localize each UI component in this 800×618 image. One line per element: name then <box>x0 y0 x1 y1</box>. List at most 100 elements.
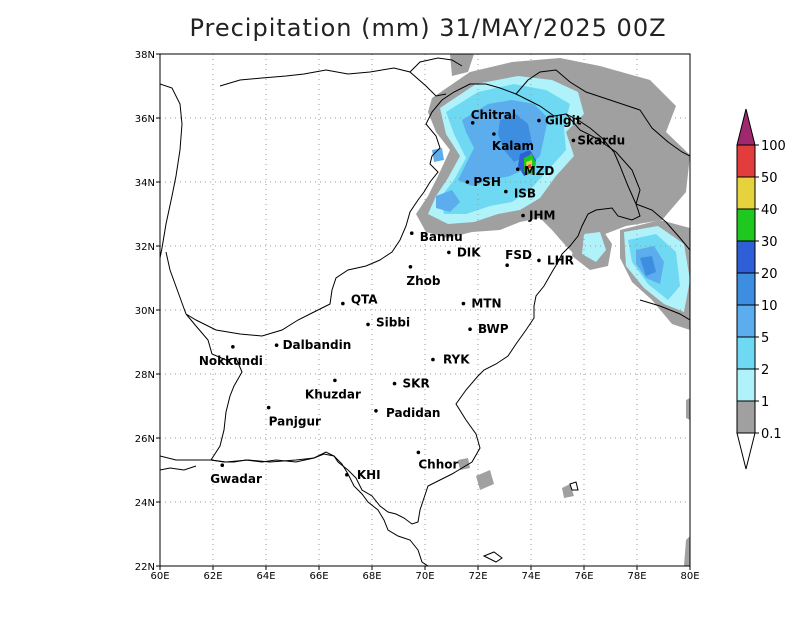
colorbar-segment <box>736 176 756 210</box>
lat-tick-label: 30N <box>135 306 155 317</box>
city-dot <box>537 258 541 263</box>
lon-tick-label: 72E <box>468 571 487 582</box>
city-dot <box>416 450 421 455</box>
lon-tick-label: 80E <box>680 571 699 582</box>
iran-afghan-border <box>165 251 187 315</box>
city-dot <box>571 138 576 143</box>
city-dot <box>333 378 337 383</box>
city-label: Bannu <box>420 230 463 244</box>
colorbar-segment <box>736 208 756 242</box>
lon-tick-label: 68E <box>362 571 381 582</box>
city-dot <box>220 463 225 468</box>
city-label: LHR <box>547 253 574 267</box>
city-dot <box>341 301 345 306</box>
city-dot <box>409 231 414 235</box>
nepal-border <box>639 299 690 321</box>
colorbar-label: 100 <box>761 139 786 154</box>
colorbar-segment <box>736 368 756 402</box>
city-label: Kalam <box>492 139 534 153</box>
city-label: KHI <box>357 468 381 482</box>
india-china-border <box>635 203 690 251</box>
boundaries <box>160 57 690 566</box>
city-dot <box>468 327 472 332</box>
colorbar-label: 30 <box>761 235 778 250</box>
lon-tick-label: 64E <box>256 571 275 582</box>
city-label: Skardu <box>577 133 625 147</box>
city-label: PSH <box>473 175 500 189</box>
colorbar-segment <box>736 304 756 338</box>
city-label: Panjgur <box>269 415 321 429</box>
city-label: ISB <box>514 187 536 201</box>
city-dot <box>374 409 378 413</box>
city-label: Gilgit <box>545 114 582 128</box>
island <box>482 551 503 563</box>
city-dot <box>274 343 279 348</box>
city-label: DIK <box>457 245 481 259</box>
city-label: SKR <box>403 377 430 391</box>
city-label: QTA <box>351 293 378 307</box>
lat-tick-label: 38N <box>135 50 155 61</box>
city-dot <box>504 189 508 194</box>
colorbar-label: 0.1 <box>761 427 782 442</box>
china-border <box>515 69 690 157</box>
map-title: Precipitation (mm) 31/MAY/2025 00Z <box>189 14 667 42</box>
lat-tick-label: 34N <box>135 178 155 189</box>
lat-tick-label: 22N <box>135 562 155 573</box>
city-label: Chitral <box>471 108 516 122</box>
afghan-north-border <box>219 67 447 97</box>
colorbar-top-arrow <box>736 108 756 146</box>
lon-tick-label: 70E <box>415 571 434 582</box>
city-label: Khuzdar <box>305 387 361 401</box>
city-label: Zhob <box>406 274 440 288</box>
colorbar: 100 50 40 30 20 10 5 2 1 0.1 <box>736 108 786 470</box>
axis-ticks: 60E 62E 64E 66E 68E 70E 72E 74E 76E 78E 80E 22N 24N 2… <box>135 50 700 582</box>
colorbar-label: 1 <box>761 395 769 410</box>
tajik-border <box>409 57 463 73</box>
city-dot <box>408 265 413 269</box>
pakistan-border <box>185 83 641 525</box>
city-label: Nokkundi <box>199 354 263 368</box>
lat-tick-label: 28N <box>135 370 155 381</box>
city-dot <box>231 345 235 349</box>
graticule <box>160 54 690 566</box>
city-dot <box>492 132 496 136</box>
colorbar-segment <box>736 144 756 178</box>
kashmir-loc <box>565 113 641 205</box>
lat-tick-label: 24N <box>135 498 155 509</box>
city-dot <box>521 213 525 218</box>
city-label: Padidan <box>386 406 441 420</box>
gulf-coast <box>160 465 197 471</box>
city-dot <box>431 357 435 362</box>
city-label: Gwadar <box>210 472 262 486</box>
precip-band-10-20 <box>498 114 656 276</box>
city-markers: Chitral Gilgit Kalam Skardu MZD PSH ISB JHM Bann… <box>199 108 625 486</box>
city-dot <box>366 322 370 327</box>
colorbar-label: 2 <box>761 363 769 378</box>
precip-band-50-100 <box>528 164 531 168</box>
colorbar-label: 50 <box>761 171 778 186</box>
lon-tick-label: 78E <box>627 571 646 582</box>
city-dot <box>515 167 520 171</box>
colorbar-segment <box>736 240 756 274</box>
colorbar-segment <box>736 400 756 434</box>
city-label: JHM <box>528 209 555 223</box>
city-dot <box>470 121 475 125</box>
city-dot <box>392 381 397 386</box>
city-label: MTN <box>471 297 501 311</box>
lon-tick-label: 60E <box>150 571 169 582</box>
city-dot <box>345 473 349 477</box>
lon-tick-label: 66E <box>309 571 328 582</box>
colorbar-label: 40 <box>761 203 778 218</box>
city-label: Dalbandin <box>283 338 352 352</box>
city-label: BWP <box>478 322 509 336</box>
city-dot <box>505 263 509 268</box>
colorbar-segment <box>736 336 756 370</box>
colorbar-label: 10 <box>761 299 778 314</box>
afghan-iran-border <box>160 83 183 259</box>
precipitation-field <box>416 54 690 566</box>
city-dot <box>266 405 271 410</box>
island2 <box>569 481 579 491</box>
city-dot <box>465 180 470 184</box>
lon-tick-label: 74E <box>521 571 540 582</box>
